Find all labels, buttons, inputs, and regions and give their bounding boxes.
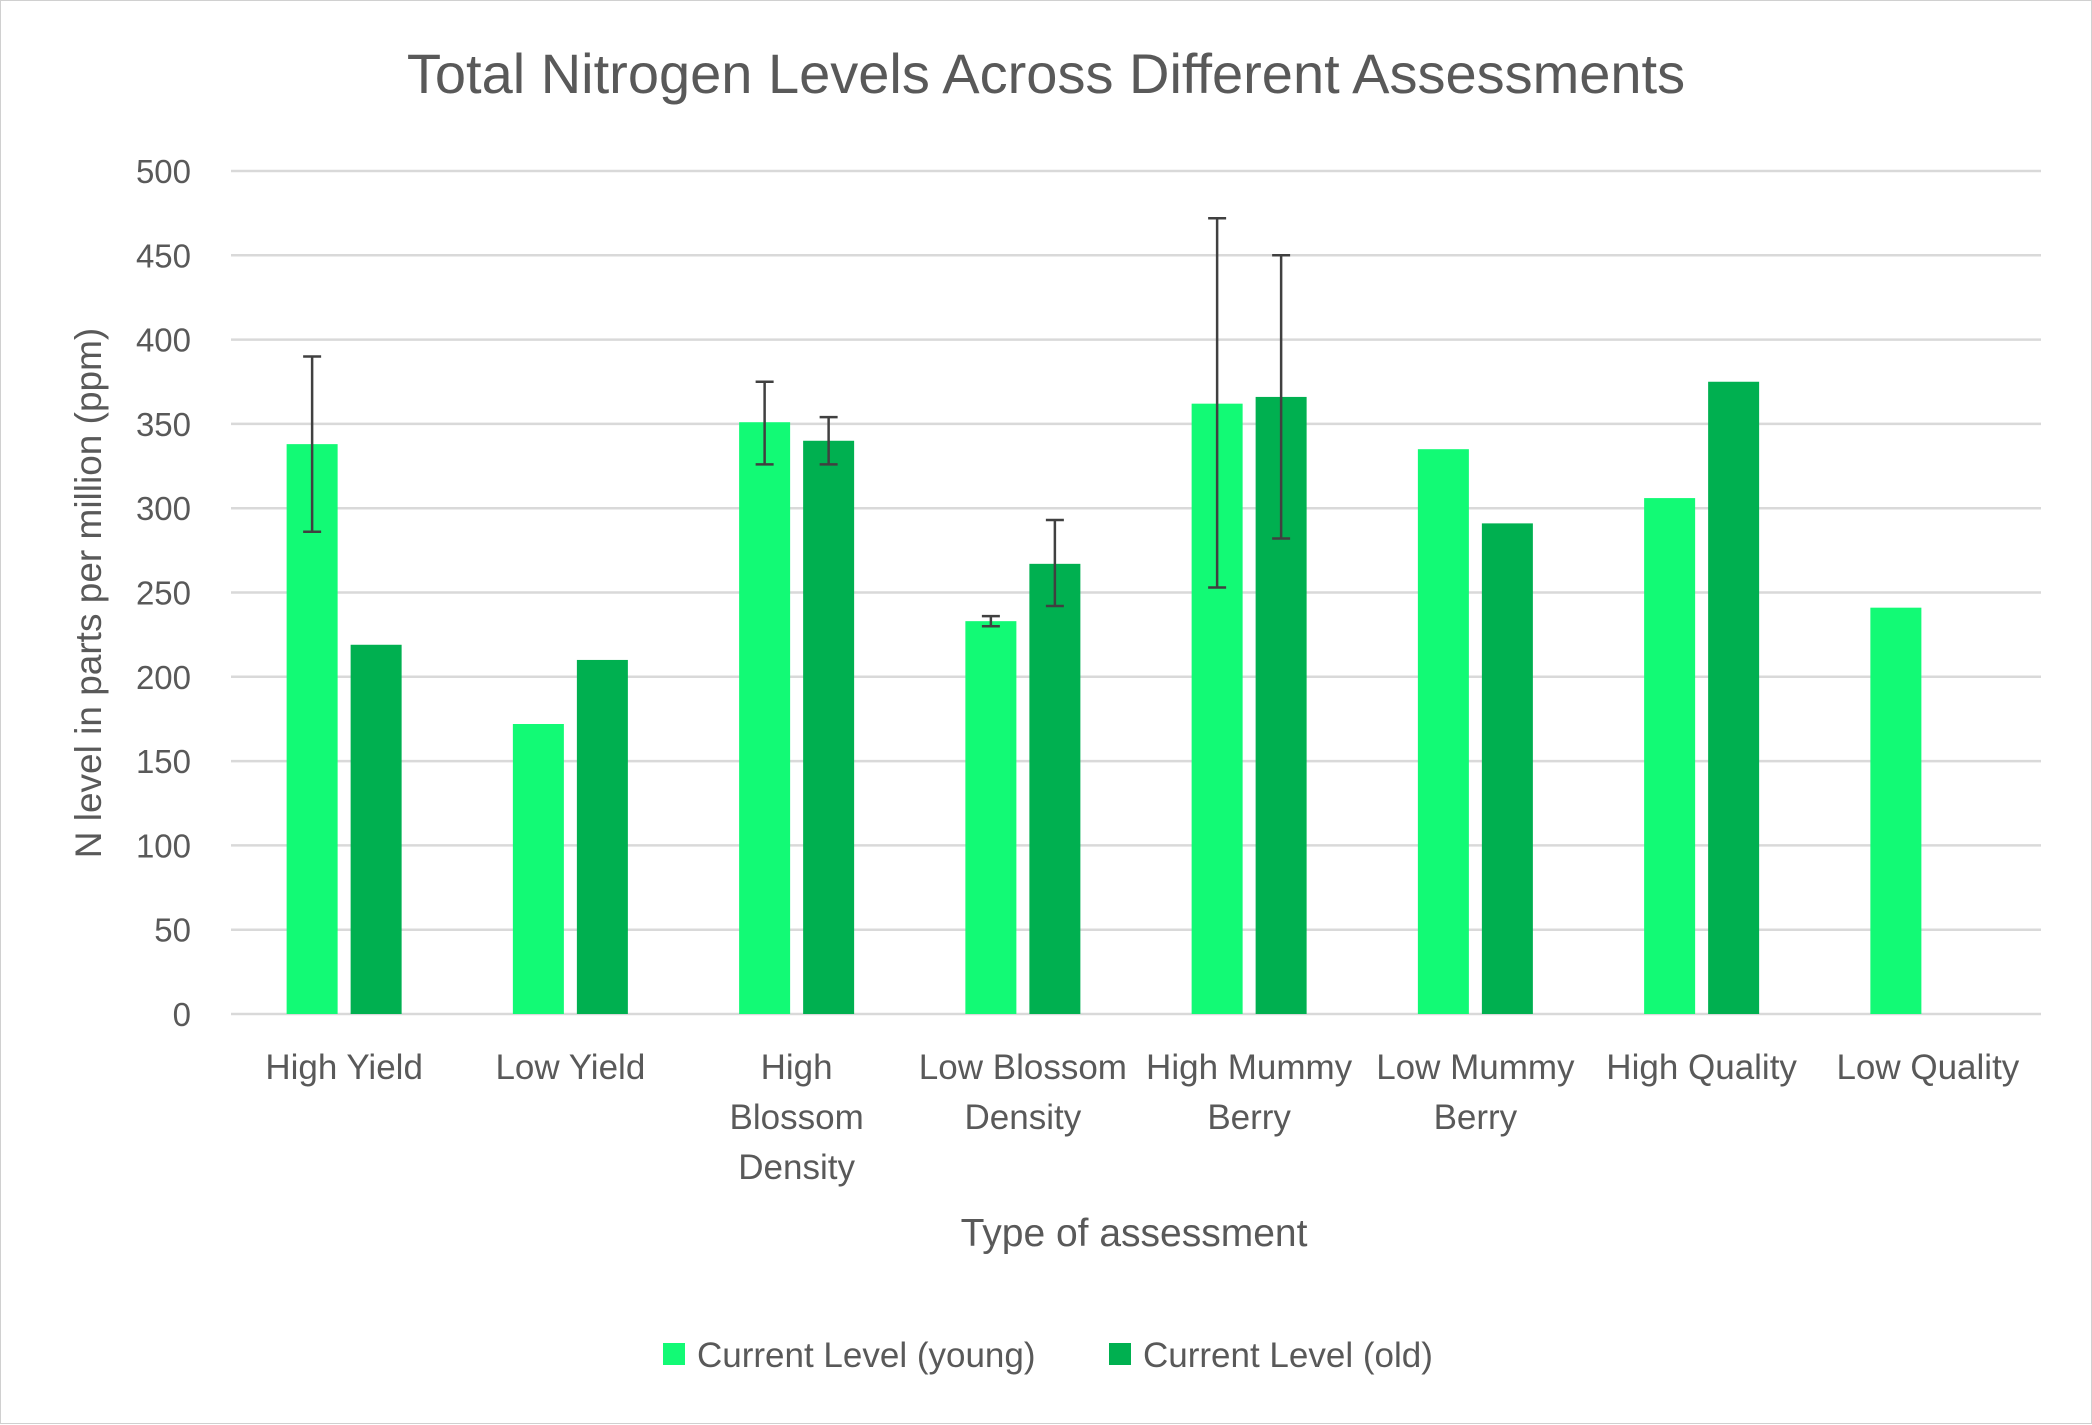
x-tick-label: High Yield <box>265 1048 423 1087</box>
y-axis-tick-labels: 0 50 100 150 200 250 300 350 400 450 500 <box>136 153 191 1033</box>
x-tick-label: Low Blossom <box>919 1048 1127 1087</box>
y-tick-label: 300 <box>136 490 191 527</box>
y-tick-label: 50 <box>154 912 191 949</box>
x-tick-label: Low Yield <box>495 1048 645 1087</box>
bar <box>965 621 1017 1014</box>
bar <box>1481 523 1533 1014</box>
legend-swatch <box>663 1343 685 1365</box>
x-axis-tick-labels: High Yield Low Yield High Blossom Density Low… <box>265 1048 2019 1187</box>
bar <box>1417 449 1469 1014</box>
y-tick-label: 200 <box>136 659 191 696</box>
x-tick-label: High Quality <box>1606 1048 1797 1087</box>
bar <box>803 440 855 1014</box>
bar <box>286 444 338 1015</box>
gridlines <box>231 169 2041 1016</box>
y-tick-label: 150 <box>136 743 191 780</box>
y-tick-label: 250 <box>136 575 191 612</box>
chart-title: Total Nitrogen Levels Across Different A… <box>407 42 1685 105</box>
x-tick-label: Berry <box>1434 1098 1518 1137</box>
y-tick-label: 450 <box>136 237 191 274</box>
x-tick-label: High Mummy <box>1146 1048 1353 1087</box>
x-tick-label: Low Quality <box>1836 1048 2019 1087</box>
x-tick-label: Blossom <box>730 1098 864 1137</box>
y-tick-label: 400 <box>136 322 191 359</box>
legend-label: Current Level (old) <box>1143 1336 1433 1375</box>
bar <box>1029 563 1081 1014</box>
y-axis-label: N level in parts per million (ppm) <box>68 328 109 859</box>
bar <box>1644 498 1696 1015</box>
x-tick-label: Low Mummy <box>1376 1048 1575 1087</box>
legend-swatch <box>1109 1343 1131 1365</box>
y-tick-label: 350 <box>136 406 191 443</box>
x-tick-label: High <box>761 1048 833 1087</box>
bar <box>1870 607 1922 1014</box>
x-tick-label: Density <box>738 1148 855 1187</box>
legend-label: Current Level (young) <box>697 1336 1036 1375</box>
x-axis-label: Type of assessment <box>961 1212 1308 1255</box>
legend: Current Level (young) Current Level (old) <box>663 1336 1433 1375</box>
bar <box>739 422 791 1014</box>
x-tick-label: Berry <box>1207 1098 1291 1137</box>
y-tick-label: 100 <box>136 827 191 864</box>
bar <box>1708 381 1760 1014</box>
bar <box>576 659 628 1014</box>
y-tick-label: 0 <box>173 996 191 1033</box>
y-tick-label: 500 <box>136 153 191 190</box>
bar <box>350 644 402 1014</box>
error-bars <box>303 216 1291 628</box>
x-tick-label: Density <box>965 1098 1082 1137</box>
bar <box>512 724 564 1014</box>
bars <box>286 381 1922 1015</box>
